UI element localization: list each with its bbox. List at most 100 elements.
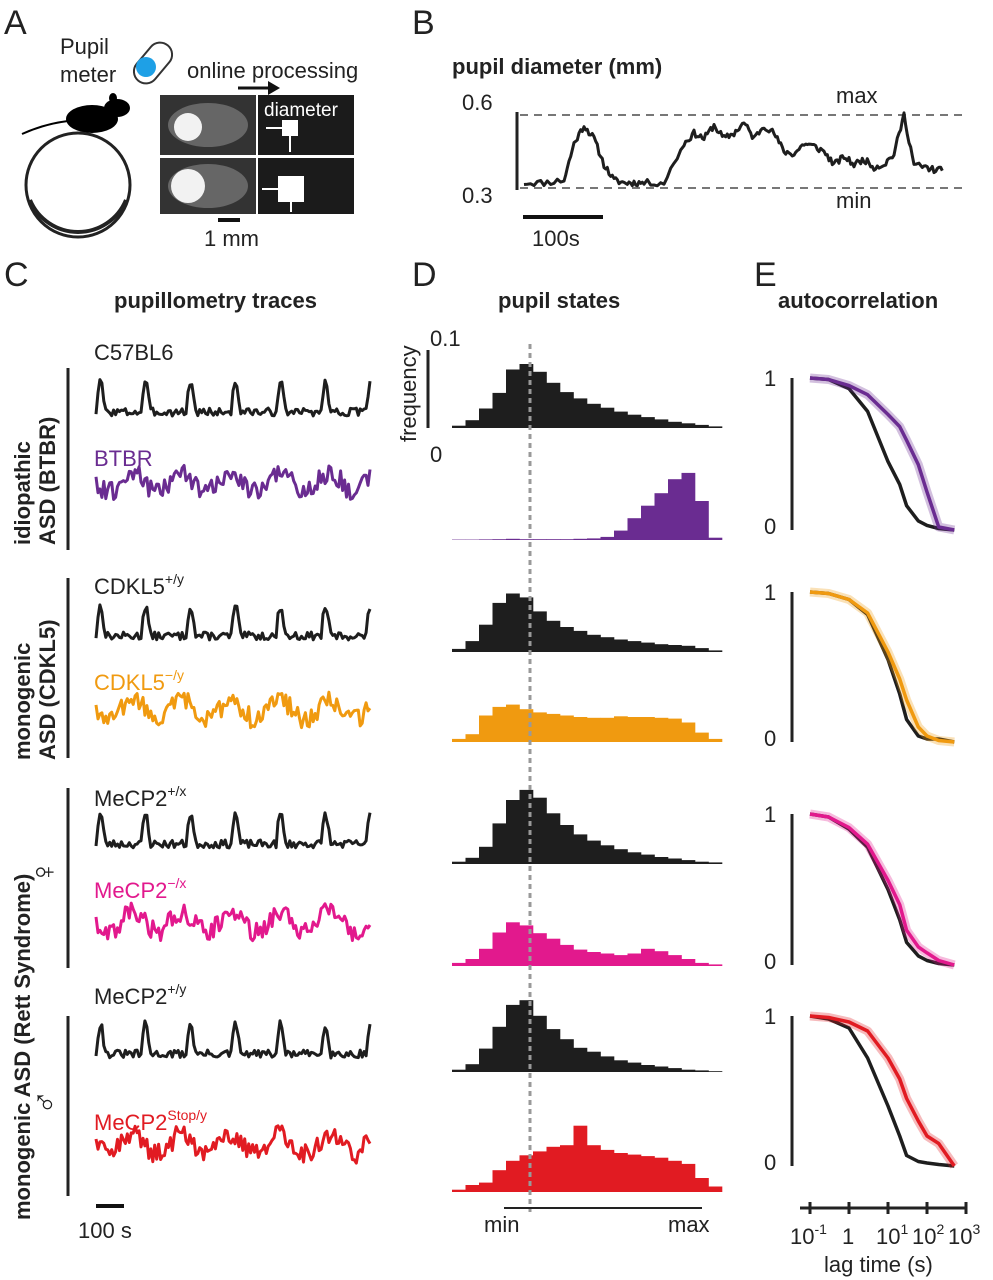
group-label-rett: monogenic ASD (Rett Syndrome) — [10, 874, 35, 1220]
autocorr-mecp2-x — [809, 812, 955, 967]
histogram-bar — [641, 854, 655, 864]
histogram-bar — [546, 539, 561, 540]
autocorr-y-one: 1 — [764, 366, 776, 391]
histogram-bar — [695, 501, 709, 540]
histogram-bar — [506, 369, 520, 428]
histogram-bar — [641, 1156, 655, 1192]
histogram-bar — [573, 1047, 588, 1072]
histogram-bar — [600, 717, 615, 742]
group-label-cdkl5-2: ASD (CDKL5) — [35, 619, 60, 760]
histogram-bar — [546, 713, 561, 742]
histogram-bar — [546, 1029, 561, 1072]
histogram-bar — [573, 538, 588, 540]
histogram-bar — [546, 620, 561, 652]
panel-d-ylabel: frequency — [396, 345, 421, 442]
histogram-bar — [695, 861, 709, 864]
histogram-bar — [614, 849, 628, 864]
panel-letter-d: D — [412, 256, 437, 294]
panel-d-title: pupil states — [498, 288, 620, 313]
histogram-bar — [465, 420, 480, 428]
histogram-bar — [708, 862, 723, 864]
histogram-bar — [465, 1064, 480, 1072]
histogram-btbr — [452, 472, 723, 540]
histogram-bar — [560, 1145, 574, 1192]
histogram-bar — [695, 424, 709, 428]
autocorr-mecp2stop-y — [809, 1014, 956, 1167]
histogram-bar — [573, 630, 588, 652]
histogram-bar — [452, 861, 466, 864]
autocorr-y-zero: 0 — [764, 949, 776, 974]
eye-image-icon — [160, 95, 256, 214]
histogram-bar — [614, 639, 628, 652]
histogram-bar — [573, 1125, 588, 1192]
trace-label-c57bl6: C57BL6 — [94, 340, 174, 365]
histogram-bar — [519, 597, 534, 652]
trace-btbr — [94, 464, 372, 501]
x-tick-label: 102 — [912, 1221, 944, 1249]
panel-b-y-top: 0.6 — [462, 90, 493, 115]
histogram-bar — [614, 955, 628, 966]
histogram-bar — [614, 530, 628, 540]
panel-e-xlabel: lag time (s) — [824, 1252, 933, 1277]
x-tick-label: 103 — [948, 1221, 980, 1249]
histogram-bar — [614, 1153, 628, 1192]
histogram-bar — [600, 1149, 615, 1192]
autocorr-y-zero: 0 — [764, 514, 776, 539]
histogram-bar — [479, 846, 493, 864]
autocorr-c57bl6 — [809, 376, 955, 532]
histogram-mecp2-x — [452, 789, 723, 864]
histogram-bar — [627, 414, 642, 428]
panel-b-title: pupil diameter (mm) — [452, 54, 662, 79]
histogram-bar — [668, 645, 682, 652]
histogram-bar — [492, 1170, 507, 1192]
histogram-bar — [627, 1154, 642, 1192]
autocorr-error-band — [809, 587, 955, 747]
histogram-bar — [695, 732, 709, 742]
histogram-bar — [533, 797, 547, 864]
panel-b-time-bar-label: 100s — [532, 226, 580, 251]
histogram-bar — [641, 717, 655, 742]
histogram-bar — [695, 962, 709, 966]
group-label-cdkl5-1: monogenic — [10, 643, 35, 760]
histogram-bar — [452, 962, 466, 966]
histogram-bar — [533, 539, 547, 540]
x-tick-label: 1 — [842, 1224, 854, 1249]
histogram-bar — [627, 518, 642, 540]
x-tick-label: 101 — [876, 1221, 908, 1249]
pupil-diameter-series — [523, 111, 944, 188]
histogram-bar — [600, 637, 615, 652]
female-symbol: ♀ — [25, 860, 63, 886]
histogram-bar — [492, 1026, 507, 1072]
histogram-bar — [654, 493, 669, 540]
pupil-meter-label-1: Pupil — [60, 34, 109, 59]
histogram-bar — [641, 505, 655, 540]
arrow-right-icon — [238, 81, 280, 95]
autocorr-y-zero: 0 — [764, 1150, 776, 1175]
histogram-bar — [533, 1151, 547, 1192]
trace-label-mecp2-stop: MeCP2Stop/y — [94, 1107, 207, 1135]
histogram-bar — [695, 648, 709, 652]
histogram-bar — [506, 538, 520, 540]
panel-d-y-bottom: 0 — [430, 442, 442, 467]
histogram-bar — [641, 948, 655, 966]
histogram-bar — [533, 371, 547, 428]
histogram-bar — [492, 539, 507, 540]
panel-letter-a: A — [4, 4, 27, 42]
trace-c57bl6 — [94, 378, 372, 418]
histogram-bar — [479, 1182, 493, 1192]
histogram-bar — [587, 538, 601, 540]
panel-b-y-bottom: 0.3 — [462, 183, 493, 208]
histogram-bar — [681, 423, 696, 428]
histogram-bar — [681, 645, 696, 652]
male-symbol: ♂ — [25, 1090, 63, 1116]
x-tick-label: 10-1 — [790, 1221, 827, 1249]
diameter-label: diameter — [264, 100, 339, 121]
histogram-bar — [533, 712, 547, 742]
histogram-bar — [587, 1051, 601, 1072]
histogram-bar — [587, 717, 601, 742]
autocorr-cdkl5-y — [809, 590, 955, 744]
histogram-bar — [668, 955, 682, 966]
mouse-icon — [21, 93, 130, 135]
histogram-bar — [573, 717, 588, 742]
histogram-bar — [560, 715, 574, 742]
